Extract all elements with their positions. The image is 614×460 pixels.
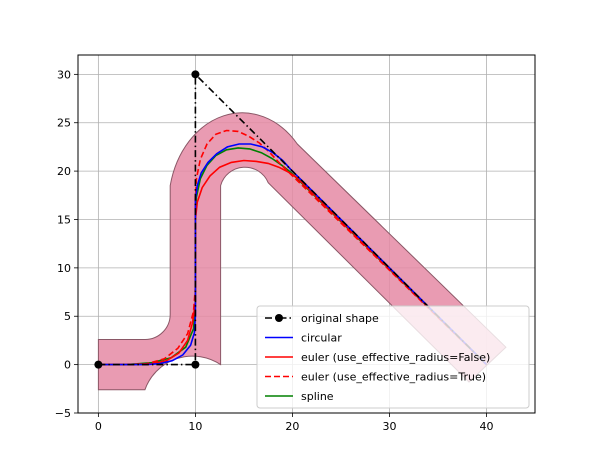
- y-tick-label: −5: [55, 407, 71, 420]
- legend-label: circular: [301, 332, 342, 345]
- x-tick-label: 30: [382, 420, 396, 433]
- x-tick-label: 10: [188, 420, 202, 433]
- series-line-circular: [98, 143, 488, 366]
- legend-marker: [275, 314, 283, 322]
- y-tick-label: 15: [57, 213, 71, 226]
- y-tick-label: 20: [57, 165, 71, 178]
- legend-label: euler (use_effective_radius=False): [301, 351, 490, 364]
- y-tick-label: 10: [57, 262, 71, 275]
- y-tick-label: 25: [57, 117, 71, 130]
- y-tick-label: 0: [64, 359, 71, 372]
- original-shape-point: [191, 70, 200, 79]
- legend: original shape circular euler (use_effecti…: [256, 305, 530, 409]
- x-tick-label: 20: [285, 420, 299, 433]
- y-tick-label: 30: [57, 68, 71, 81]
- axes-frame: [77, 54, 536, 414]
- legend-box: [256, 305, 530, 409]
- legend-label: spline: [301, 390, 334, 403]
- original-shape-point: [94, 360, 103, 369]
- original-shape-point: [191, 360, 200, 369]
- series-lines: [94, 70, 488, 369]
- legend-label: euler (use_effective_radius=True): [301, 371, 486, 384]
- x-tick-label: 0: [95, 420, 102, 433]
- axes: 0 10 20 30 40 −5 0 5 10 15 20 25 30: [55, 54, 536, 433]
- y-tick-label: 5: [64, 310, 71, 323]
- legend-label: original shape: [301, 312, 379, 325]
- x-tick-label: 40: [479, 420, 493, 433]
- series-line-euler: [98, 159, 488, 366]
